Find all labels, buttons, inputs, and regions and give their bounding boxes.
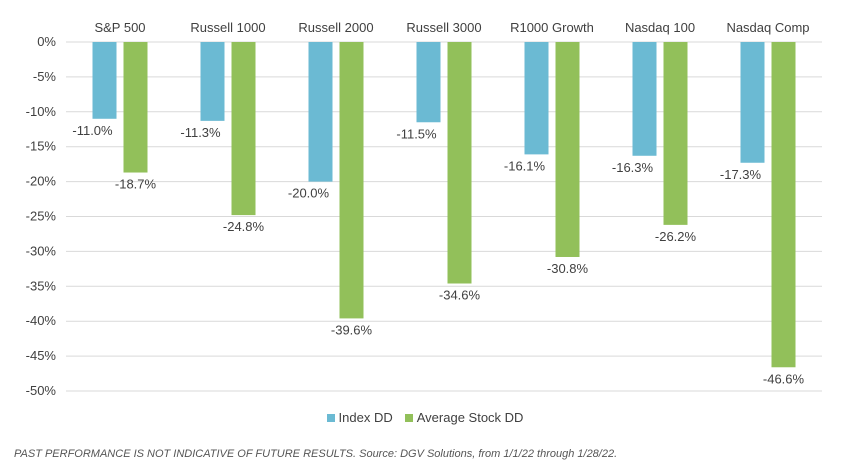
category-label: Nasdaq Comp [726,20,809,35]
data-label-average-stock-dd: -39.6% [331,322,373,337]
bar-average-stock-dd [555,42,580,257]
y-tick-label: -20% [26,174,57,189]
legend-label-average-stock: Average Stock DD [416,410,524,425]
data-label-average-stock-dd: -34.6% [439,288,481,303]
y-tick-label: -15% [26,139,57,154]
bar-index-dd [308,42,333,182]
data-label-index-dd: -11.5% [396,126,437,141]
data-label-average-stock-dd: -24.8% [223,219,265,234]
y-tick-label: -5% [33,69,57,84]
bar-index-dd [416,42,441,123]
category-label: Russell 3000 [406,20,481,35]
data-label-average-stock-dd: -46.6% [763,371,805,386]
bar-average-stock-dd [231,42,256,216]
bar-index-dd [740,42,765,163]
y-tick-label: -40% [26,313,57,328]
legend-item-index: Index DD [326,410,393,425]
legend-swatch-index [326,413,335,422]
category-label: R1000 Growth [510,20,594,35]
category-label: Russell 1000 [190,20,265,35]
bar-average-stock-dd [123,42,148,173]
category-labels: S&P 500 Russell 1000 Russell 2000 Russell 3… [94,20,809,35]
gridlines [66,41,822,392]
y-tick-label: -50% [26,383,57,398]
bar-index-dd [92,42,117,119]
data-label-index-dd: -16.3% [612,160,654,175]
data-label-index-dd: -16.1% [504,158,546,173]
data-label-index-dd: -11.3% [180,125,221,140]
legend-label-index: Index DD [338,410,393,425]
category-label: S&P 500 [94,20,145,35]
y-tick-label: 0% [37,34,56,49]
category-label: Nasdaq 100 [625,20,695,35]
data-label-average-stock-dd: -18.7% [115,177,157,192]
bars [92,42,796,368]
y-tick-label: -10% [26,104,57,119]
data-labels: -11.0% -18.7% -11.3% -24.8% -20.0% -39.6% -11.… [72,123,804,386]
bar-average-stock-dd [447,42,472,284]
category-label: Russell 2000 [298,20,373,35]
bar-index-dd [632,42,657,156]
y-tick-label: -30% [26,243,57,258]
bar-average-stock-dd [771,42,796,368]
data-label-average-stock-dd: -30.8% [547,261,589,276]
legend-swatch-average-stock [404,413,413,422]
data-label-average-stock-dd: -26.2% [655,229,697,244]
data-label-index-dd: -20.0% [288,186,330,201]
bar-index-dd [524,42,549,155]
legend-item-average-stock: Average Stock DD [404,410,524,425]
bar-index-dd [200,42,225,121]
y-tick-label: -45% [26,348,57,363]
data-label-index-dd: -11.0% [72,123,113,138]
bar-average-stock-dd [663,42,688,225]
footnote: PAST PERFORMANCE IS NOT INDICATIVE OF FU… [14,448,618,460]
y-tick-label: -25% [26,209,57,224]
y-tick-label: -35% [26,278,57,293]
y-axis-ticks: 0% -5% -10% -15% -20% -25% -30% -35% -40% -45% -50… [26,34,57,398]
legend: Index DD Average Stock DD [0,410,850,425]
bar-average-stock-dd [339,42,364,319]
data-label-index-dd: -17.3% [720,167,762,182]
